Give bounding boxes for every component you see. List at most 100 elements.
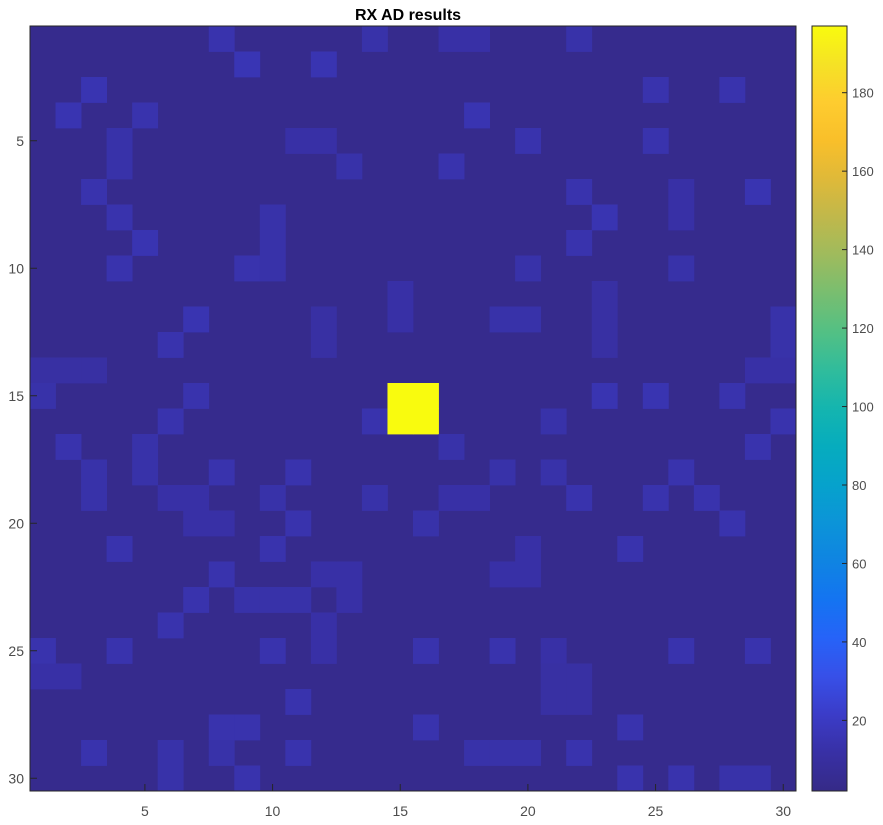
heatmap-cell (132, 459, 159, 486)
heatmap-cell (81, 740, 107, 766)
heatmap-cell (310, 612, 337, 639)
heatmap-cell (515, 561, 542, 588)
heatmap-cell (336, 153, 363, 180)
heatmap-cell (157, 332, 184, 358)
heatmap-cell (106, 255, 133, 282)
heatmap-cell (668, 204, 695, 231)
heatmap-cell (566, 485, 593, 511)
heatmap-cell (285, 459, 312, 486)
heatmap-cell (668, 459, 695, 486)
heatmap-cell (642, 77, 669, 103)
heatmap-cell (719, 383, 746, 409)
heatmap-cell (81, 357, 107, 384)
chart-title: RX AD results (355, 7, 461, 24)
heatmap-cell (183, 383, 210, 409)
heatmap-cell (183, 306, 210, 333)
heatmap-cell (285, 128, 312, 154)
heatmap-cell (540, 408, 567, 435)
heatmap-cell (234, 255, 261, 282)
x-tick-label: 15 (392, 803, 408, 819)
heatmap-cell (310, 561, 337, 588)
heatmap-cell (617, 714, 644, 741)
heatmap-cell (157, 485, 184, 511)
heatmap-cell (387, 408, 414, 435)
heatmap-cell (55, 663, 82, 690)
heatmap-cell (81, 179, 107, 205)
heatmap-cell (668, 638, 695, 664)
heatmap-cell (515, 740, 542, 766)
heatmap-cell (310, 638, 337, 664)
heatmap-cell (361, 485, 388, 511)
heatmap-cell (285, 689, 312, 715)
heatmap-cell (464, 740, 490, 766)
x-tick-label: 30 (775, 803, 791, 819)
heatmap-cell (438, 485, 465, 511)
colorbar-tick-label: 20 (852, 713, 866, 728)
heatmap-cell (259, 536, 286, 562)
heatmap-cell (719, 510, 746, 537)
heatmap-cell (744, 357, 771, 384)
heatmap-cell (744, 179, 771, 205)
heatmap-cell (617, 536, 644, 562)
y-axis: 5 10 15 20 25 30 (8, 133, 37, 786)
heatmap-cell (489, 740, 516, 766)
heatmap-cell (285, 587, 312, 613)
heatmap-cell (668, 255, 695, 282)
heatmap-cell (591, 383, 618, 409)
heatmap-cell (310, 332, 337, 358)
colorbar-tick-label: 140 (852, 243, 874, 258)
heatmap-cell (540, 638, 567, 664)
heatmap-cell (208, 459, 235, 486)
heatmap-cell (234, 714, 261, 741)
y-tick-label: 30 (8, 770, 24, 786)
heatmap-cell (591, 306, 618, 333)
heatmap-cell (55, 357, 82, 384)
heatmap-cell (744, 765, 771, 792)
heatmap-cell (566, 26, 593, 52)
heatmap-cell (106, 536, 133, 562)
heatmap-cell (515, 128, 542, 154)
heatmap-cell (259, 638, 286, 664)
x-tick-label: 10 (265, 803, 281, 819)
colorbar-tick-label: 80 (852, 478, 866, 493)
heatmap-cell (566, 663, 593, 690)
heatmap-cell (310, 128, 337, 154)
heatmap-cell (157, 408, 184, 435)
x-tick-label: 25 (648, 803, 664, 819)
heatmap-cell (259, 587, 286, 613)
heatmap-cell (744, 638, 771, 664)
heatmap-cell (591, 204, 618, 231)
heatmap-cell (387, 383, 414, 409)
heatmap-cell (183, 485, 210, 511)
heatmap-cell (540, 459, 567, 486)
heatmap-cell (464, 102, 490, 129)
heatmap-cell (591, 332, 618, 358)
heatmap-cell (208, 26, 235, 52)
heatmap-cell (464, 485, 490, 511)
heatmap-cell (489, 459, 516, 486)
colorbar-tick-label: 120 (852, 321, 874, 336)
heatmap-cell (259, 230, 286, 256)
heatmap-cell (157, 740, 184, 766)
colorbar-tick-label: 180 (852, 86, 874, 101)
heatmap-cell (642, 383, 669, 409)
x-axis: 5 10 15 20 25 30 (141, 784, 791, 819)
heatmap-cell (489, 561, 516, 588)
colorbar-tick-label: 100 (852, 400, 874, 415)
colorbar-tick-label: 40 (852, 635, 866, 650)
heatmap-cell (183, 510, 210, 537)
heatmap-cell (566, 230, 593, 256)
plot-frame (29, 25, 797, 792)
heatmap-cell (464, 26, 490, 52)
heatmap-cell (30, 357, 56, 384)
heatmap-cell (668, 765, 695, 792)
heatmap-cell (336, 587, 363, 613)
colorbar-tick-label: 60 (852, 556, 866, 571)
heatmap-cell (719, 765, 746, 792)
heatmap-cell (259, 485, 286, 511)
heatmap-cell (693, 485, 720, 511)
heatmap-cell (106, 153, 133, 180)
heatmap-cell (387, 281, 414, 307)
heatmap-cell (310, 51, 337, 78)
heatmap-cell (489, 638, 516, 664)
